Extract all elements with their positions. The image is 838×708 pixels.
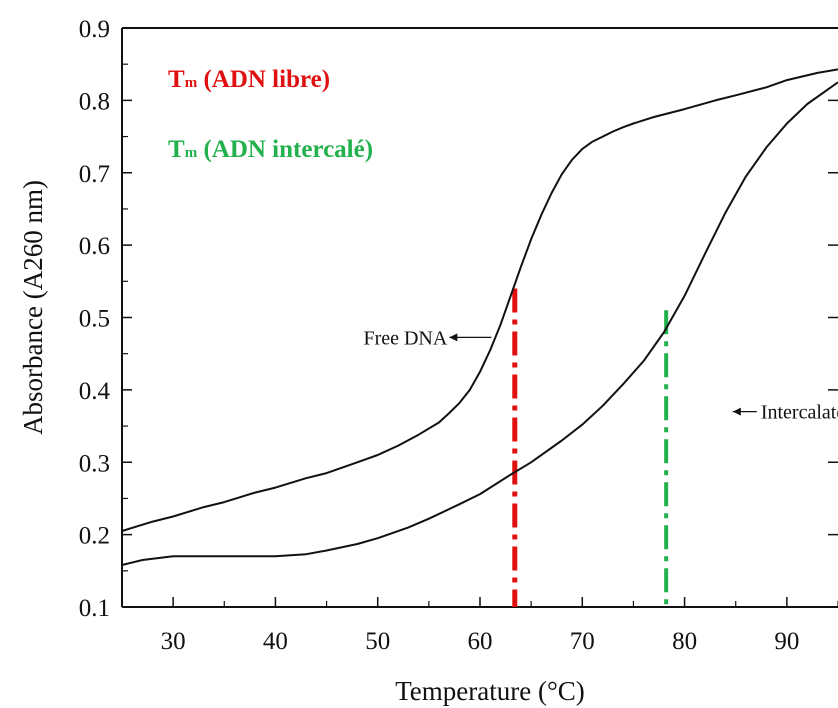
x-tick-label: 90 bbox=[774, 628, 799, 655]
x-tick-label: 40 bbox=[263, 628, 288, 655]
axes bbox=[121, 27, 838, 608]
y-tick-label: 0.6 bbox=[79, 233, 110, 260]
y-tick-label: 0.1 bbox=[79, 595, 110, 622]
free-dna-curve bbox=[121, 68, 838, 532]
y-tick-label: 0.5 bbox=[79, 306, 110, 333]
intercalated-dna-curve bbox=[121, 81, 838, 566]
tm-markers bbox=[512, 288, 669, 607]
y-tick-label: 0.8 bbox=[79, 88, 110, 115]
intercalated-dna-label: Intercalated DNA bbox=[761, 402, 838, 424]
annotations: Free DNA Intercalated DNA Tm (ADN libre) Tm… bbox=[168, 66, 838, 424]
x-tick-label: 80 bbox=[672, 628, 697, 655]
free-dna-arrowhead bbox=[449, 333, 458, 342]
x-tick-label: 30 bbox=[161, 628, 186, 655]
y-axis-label: Absorbance (A260 nm) bbox=[18, 180, 48, 435]
y-tick-label: 0.4 bbox=[79, 378, 111, 405]
free-dna-label: Free DNA bbox=[363, 327, 447, 349]
x-tick-label: 60 bbox=[468, 628, 493, 655]
y-tick-label: 0.2 bbox=[79, 523, 110, 550]
y-tick-label: 0.7 bbox=[79, 161, 110, 188]
tick-labels: 0.1 0.2 0.3 0.4 0.5 0.6 0.7 0.8 0.9 30 40 50 60 70 80 9… bbox=[79, 16, 800, 655]
intercalated-dna-arrowhead bbox=[732, 407, 741, 416]
tm-free-label: Tm (ADN libre) bbox=[168, 66, 330, 93]
y-tick-label: 0.3 bbox=[79, 450, 110, 477]
x-tick-label: 50 bbox=[365, 628, 390, 655]
y-tick-label: 0.9 bbox=[79, 16, 110, 43]
series-group bbox=[121, 68, 838, 566]
x-tick-label: 70 bbox=[570, 628, 595, 655]
x-axis-label: Temperature (°C) bbox=[395, 676, 585, 706]
tm-intercalated-label: Tm (ADN intercalé) bbox=[168, 136, 373, 163]
